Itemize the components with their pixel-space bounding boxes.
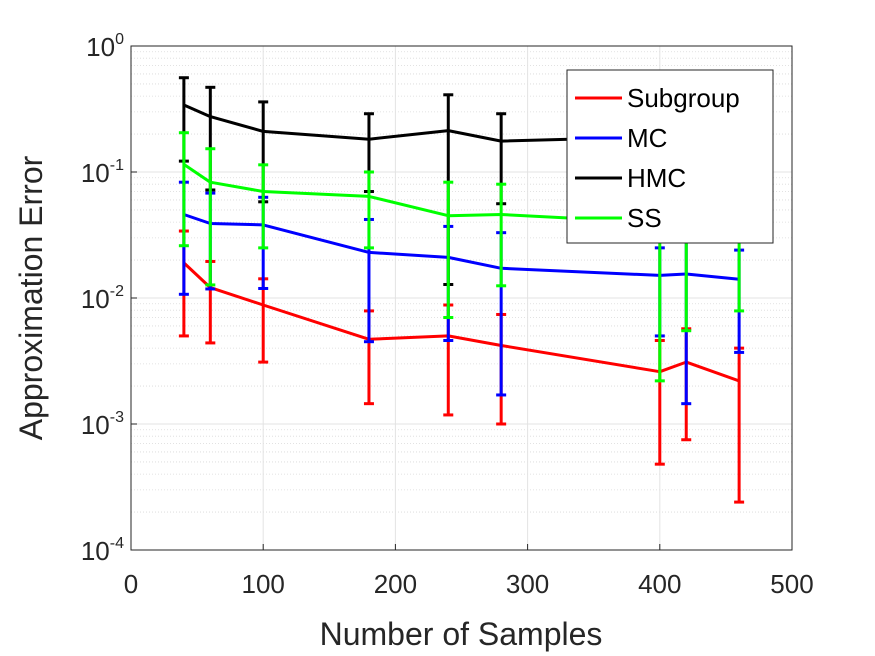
- y-tick-exponent: -1: [110, 157, 124, 174]
- y-tick-label: 10-4: [81, 535, 124, 566]
- y-tick-base: 10: [81, 410, 110, 440]
- y-tick-base: 10: [86, 32, 115, 62]
- y-tick-label: 10-1: [81, 157, 124, 188]
- x-tick-label: 500: [770, 569, 813, 599]
- series-ss: [178, 131, 745, 383]
- y-tick-label: 10-3: [81, 409, 124, 440]
- legend: Subgroup MC HMC SS: [566, 69, 774, 244]
- x-tick-label: 300: [506, 569, 549, 599]
- y-tick-exponent: -4: [110, 535, 124, 552]
- x-tick-label: 0: [124, 569, 138, 599]
- legend-label: SS: [627, 203, 662, 233]
- y-axis-label: Approximation Error: [13, 155, 49, 440]
- y-tick-base: 10: [81, 158, 110, 188]
- y-tick-exponent: -3: [110, 409, 124, 426]
- x-tick-label: 200: [374, 569, 417, 599]
- y-tick-exponent: -2: [110, 283, 124, 300]
- x-axis-label: Number of Samples: [320, 616, 603, 652]
- legend-label: MC: [627, 123, 667, 153]
- y-tick-base: 10: [81, 284, 110, 314]
- legend-label: HMC: [627, 163, 686, 193]
- x-tick-label: 400: [638, 569, 681, 599]
- legend-label: Subgroup: [627, 83, 740, 113]
- y-tick-base: 10: [81, 536, 110, 566]
- y-tick-exponent: 0: [115, 31, 124, 48]
- x-tick-label: 100: [242, 569, 285, 599]
- y-tick-label: 100: [86, 31, 124, 62]
- plot-frame: [130, 45, 793, 551]
- y-tick-label: 10-2: [81, 283, 124, 314]
- x-axis-ticks: 0 100 200 300 400 500: [124, 544, 814, 599]
